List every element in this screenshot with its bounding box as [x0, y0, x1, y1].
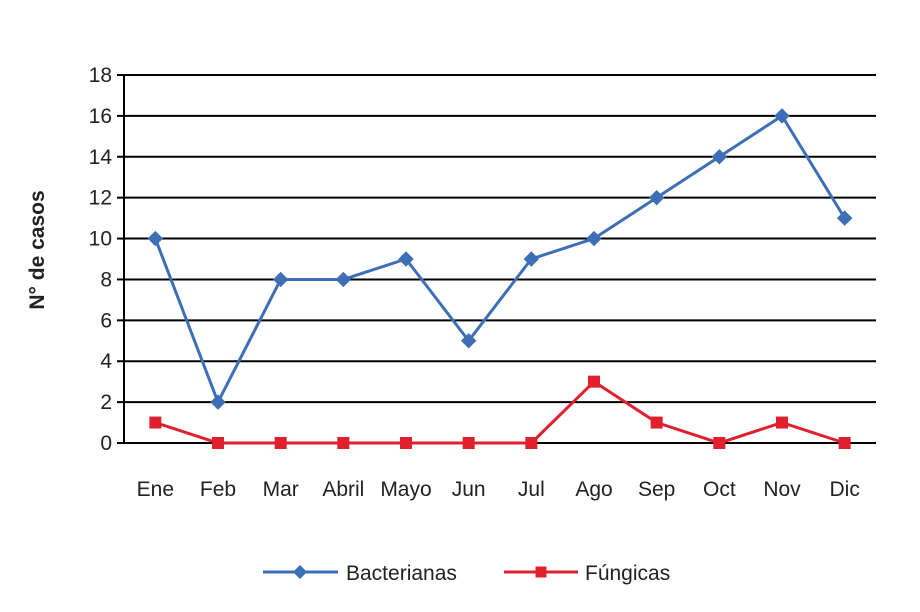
y-tick-label-14: 14 — [89, 146, 113, 169]
point-fungicas-mayo — [400, 437, 412, 449]
legend: Bacterianas Fúngicas — [263, 562, 670, 585]
y-tick-label-0: 0 — [100, 432, 112, 455]
point-fungicas-abril — [337, 437, 350, 449]
y-tick-label-10: 10 — [89, 228, 112, 251]
series-line-fungicas — [154, 379, 846, 445]
legend-label-fungicas: Fúngicas — [585, 562, 670, 585]
y-tick-label-6: 6 — [100, 309, 112, 332]
legend-marker-bacterianas — [293, 565, 307, 579]
point-bacterianas-feb — [210, 394, 226, 410]
point-fungicas-jul — [525, 437, 538, 449]
series-group — [147, 108, 853, 449]
point-fungicas-sep — [650, 416, 663, 429]
point-fungicas-jun — [462, 437, 475, 449]
y-tick-label-12: 12 — [89, 187, 112, 210]
point-fungicas-mar — [274, 437, 287, 449]
x-tick-label-nov: Nov — [763, 478, 801, 501]
point-bacterianas-ago — [586, 230, 602, 247]
point-fungicas-feb — [212, 437, 224, 449]
legend-label-bacterianas: Bacterianas — [346, 562, 457, 585]
point-bacterianas-oct — [711, 149, 728, 165]
x-tick-label-jun: Jun — [452, 478, 486, 501]
y-axis-label: N° de casos — [26, 190, 49, 309]
x-tick-label-sep: Sep — [638, 478, 675, 501]
gridlines — [117, 74, 876, 444]
point-bacterianas-jun — [460, 333, 477, 349]
y-tick-label-8: 8 — [100, 268, 112, 291]
y-tick-label-2: 2 — [100, 391, 112, 414]
point-bacterianas-mayo — [398, 251, 414, 267]
y-tick-labels: 0 2 4 6 8 10 12 14 16 18 — [89, 64, 113, 455]
point-bacterianas-jul — [523, 251, 540, 267]
y-tick-label-16: 16 — [89, 105, 112, 128]
point-bacterianas-mar — [272, 271, 289, 288]
x-tick-label-ago: Ago — [575, 478, 612, 501]
point-bacterianas-nov — [774, 108, 790, 124]
y-tick-label-18: 18 — [89, 64, 112, 87]
point-fungicas-dic — [838, 437, 851, 449]
series-line-bacterianas — [153, 113, 846, 406]
point-bacterianas-dic — [836, 210, 853, 226]
point-bacterianas-ene — [147, 230, 164, 247]
x-tick-label-mayo: Mayo — [380, 478, 431, 501]
point-bacterianas-sep — [648, 189, 665, 206]
point-fungicas-nov — [776, 416, 788, 429]
x-tick-label-abril: Abril — [322, 478, 364, 501]
x-tick-label-mar: Mar — [263, 478, 299, 501]
point-fungicas-oct — [713, 437, 726, 449]
point-fungicas-ago — [588, 375, 600, 388]
point-bacterianas-abril — [335, 271, 352, 288]
point-fungicas-ene — [149, 416, 162, 429]
y-tick-label-4: 4 — [100, 350, 112, 373]
x-tick-labels: Ene Feb Mar Abril Mayo Jun Jul Ago Sep Oct Nov Dic — [137, 478, 860, 501]
x-tick-label-oct: Oct — [703, 478, 736, 501]
x-tick-label-feb: Feb — [200, 478, 236, 501]
x-tick-label-ene: Ene — [137, 478, 174, 501]
legend-marker-fungicas — [535, 566, 547, 578]
x-tick-label-dic: Dic — [829, 478, 859, 501]
x-tick-label-jul: Jul — [518, 478, 545, 501]
